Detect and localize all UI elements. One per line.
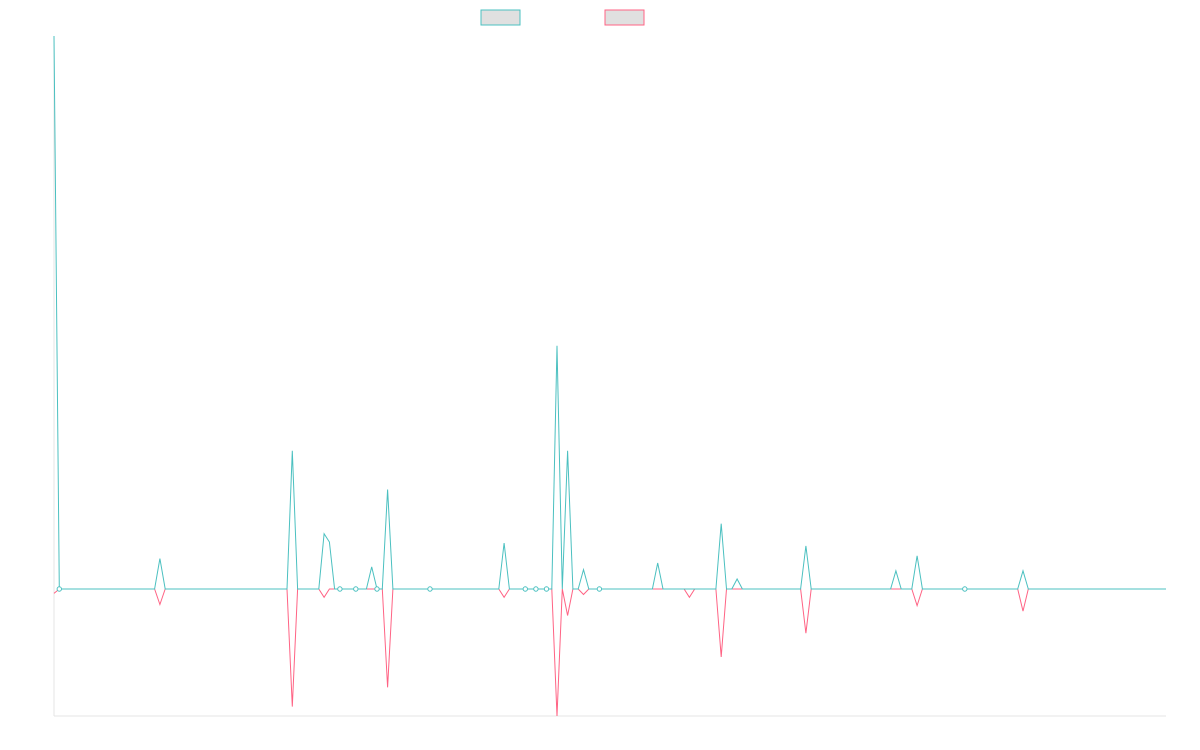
series-line-2 [53, 588, 1166, 717]
point-markers [56, 586, 968, 592]
point-marker[interactable] [533, 586, 539, 592]
legend-item-2[interactable] [604, 9, 645, 26]
legend [480, 9, 645, 26]
series-layer [53, 35, 1166, 717]
point-marker[interactable] [962, 586, 968, 592]
point-marker[interactable] [522, 586, 528, 592]
point-marker[interactable] [596, 586, 603, 592]
legend-item-1[interactable] [480, 9, 521, 26]
legend-swatch-2[interactable] [604, 9, 645, 26]
point-marker[interactable] [374, 586, 380, 592]
point-marker[interactable] [353, 586, 359, 592]
point-marker[interactable] [543, 586, 550, 592]
series-line-1 [53, 35, 1166, 590]
legend-swatch-1[interactable] [480, 9, 521, 26]
point-marker[interactable] [56, 586, 62, 592]
point-marker[interactable] [337, 586, 343, 592]
point-marker[interactable] [427, 586, 433, 592]
axes [53, 36, 1166, 717]
